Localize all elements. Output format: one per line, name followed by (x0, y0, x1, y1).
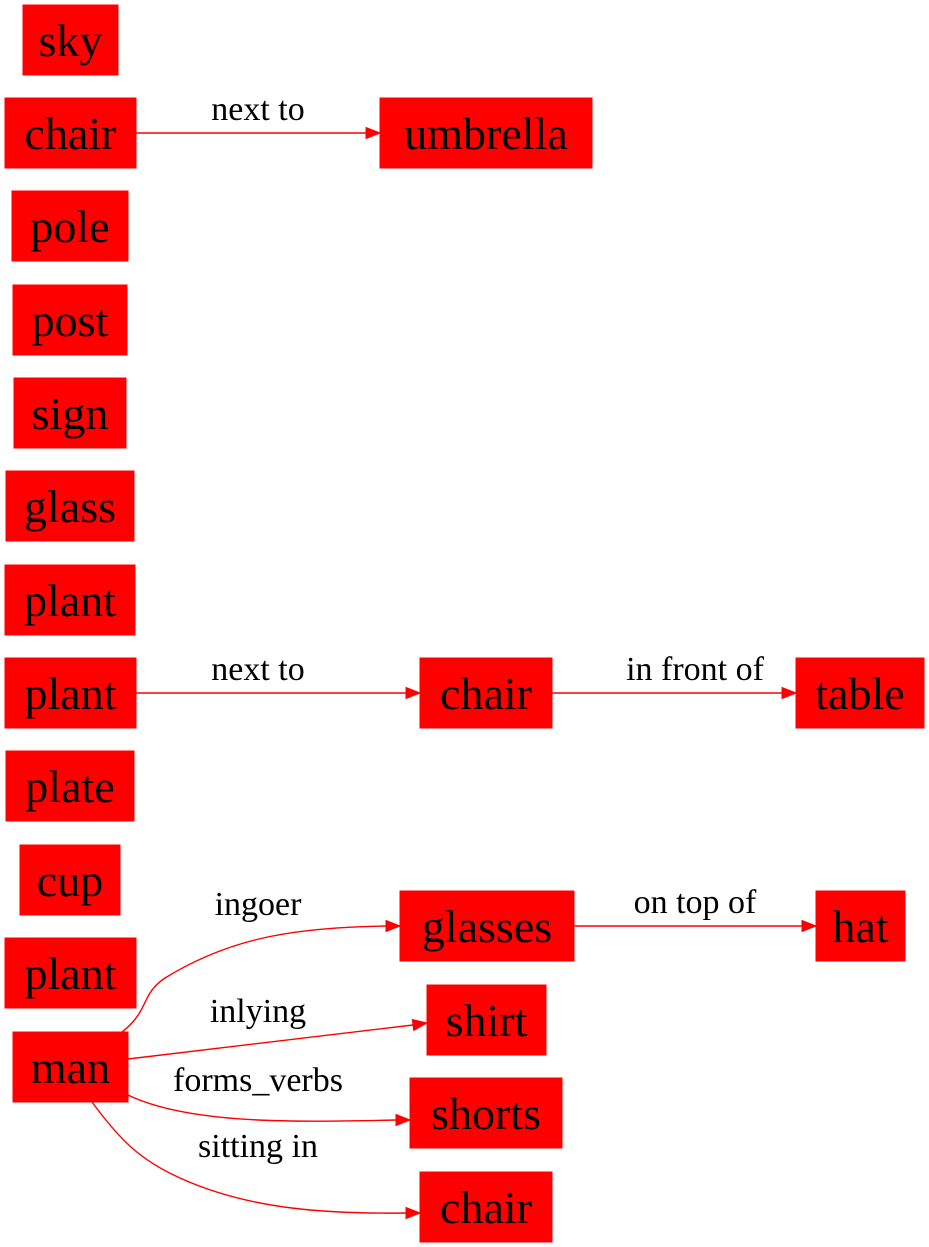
node-chair: chair (419, 657, 553, 729)
node-sign: sign (13, 377, 127, 449)
node-label: glass (24, 481, 116, 532)
edge-man-glasses: ingoer (121, 886, 402, 1033)
node-label: man (31, 1042, 110, 1093)
node-label: shorts (431, 1088, 541, 1139)
node-label: post (32, 295, 109, 346)
edge-label: sitting in (198, 1128, 318, 1165)
node-label: hat (832, 901, 888, 952)
node-chair: chair (419, 1171, 553, 1243)
node-glass: glass (5, 470, 135, 542)
edge-label: on top of (634, 884, 757, 921)
node-plant: plant (4, 937, 137, 1009)
edge-label: next to (211, 651, 304, 688)
node-man: man (12, 1031, 129, 1103)
node-hat: hat (815, 890, 906, 962)
node-label: plant (24, 575, 116, 626)
edge-label: next to (211, 91, 304, 128)
node-label: chair (25, 108, 117, 159)
edge-chair-table: in front of (552, 651, 798, 700)
node-glasses: glasses (399, 890, 575, 962)
node-plate: plate (5, 750, 135, 822)
node-label: shirt (446, 995, 528, 1046)
node-label: sign (32, 388, 109, 439)
node-cup: cup (19, 844, 121, 916)
edge-label: forms_verbs (173, 1062, 343, 1099)
edge-man-chair: sitting in (91, 1101, 422, 1220)
edge-chair-umbrella: next to (136, 91, 382, 140)
edge-man-shorts: forms_verbs (127, 1062, 412, 1127)
node-label: sky (39, 15, 103, 66)
edge-man-shirt: inlying (127, 993, 429, 1060)
node-label: pole (30, 201, 109, 252)
node-label: table (815, 668, 904, 719)
node-label: chair (440, 1182, 532, 1233)
node-chair: chair (4, 97, 137, 169)
edge-glasses-hat: on top of (574, 884, 818, 933)
node-plant: plant (4, 564, 136, 636)
node-pole: pole (11, 190, 129, 262)
node-label: umbrella (404, 108, 568, 159)
node-label: plate (25, 761, 114, 812)
edge-label: in front of (626, 651, 765, 688)
node-plant: plant (4, 657, 137, 729)
node-label: glasses (422, 901, 552, 952)
edge-plant-chair: next to (136, 651, 422, 700)
node-label: plant (25, 668, 117, 719)
node-sky: sky (22, 4, 119, 76)
node-umbrella: umbrella (379, 97, 593, 169)
node-shorts: shorts (409, 1077, 563, 1149)
node-shirt: shirt (426, 984, 547, 1056)
node-table: table (795, 657, 925, 729)
node-label: chair (440, 668, 532, 719)
edge-label: ingoer (215, 886, 303, 923)
node-label: cup (37, 855, 103, 906)
edge-label: inlying (210, 993, 306, 1030)
node-post: post (12, 284, 128, 356)
node-label: plant (25, 948, 117, 999)
